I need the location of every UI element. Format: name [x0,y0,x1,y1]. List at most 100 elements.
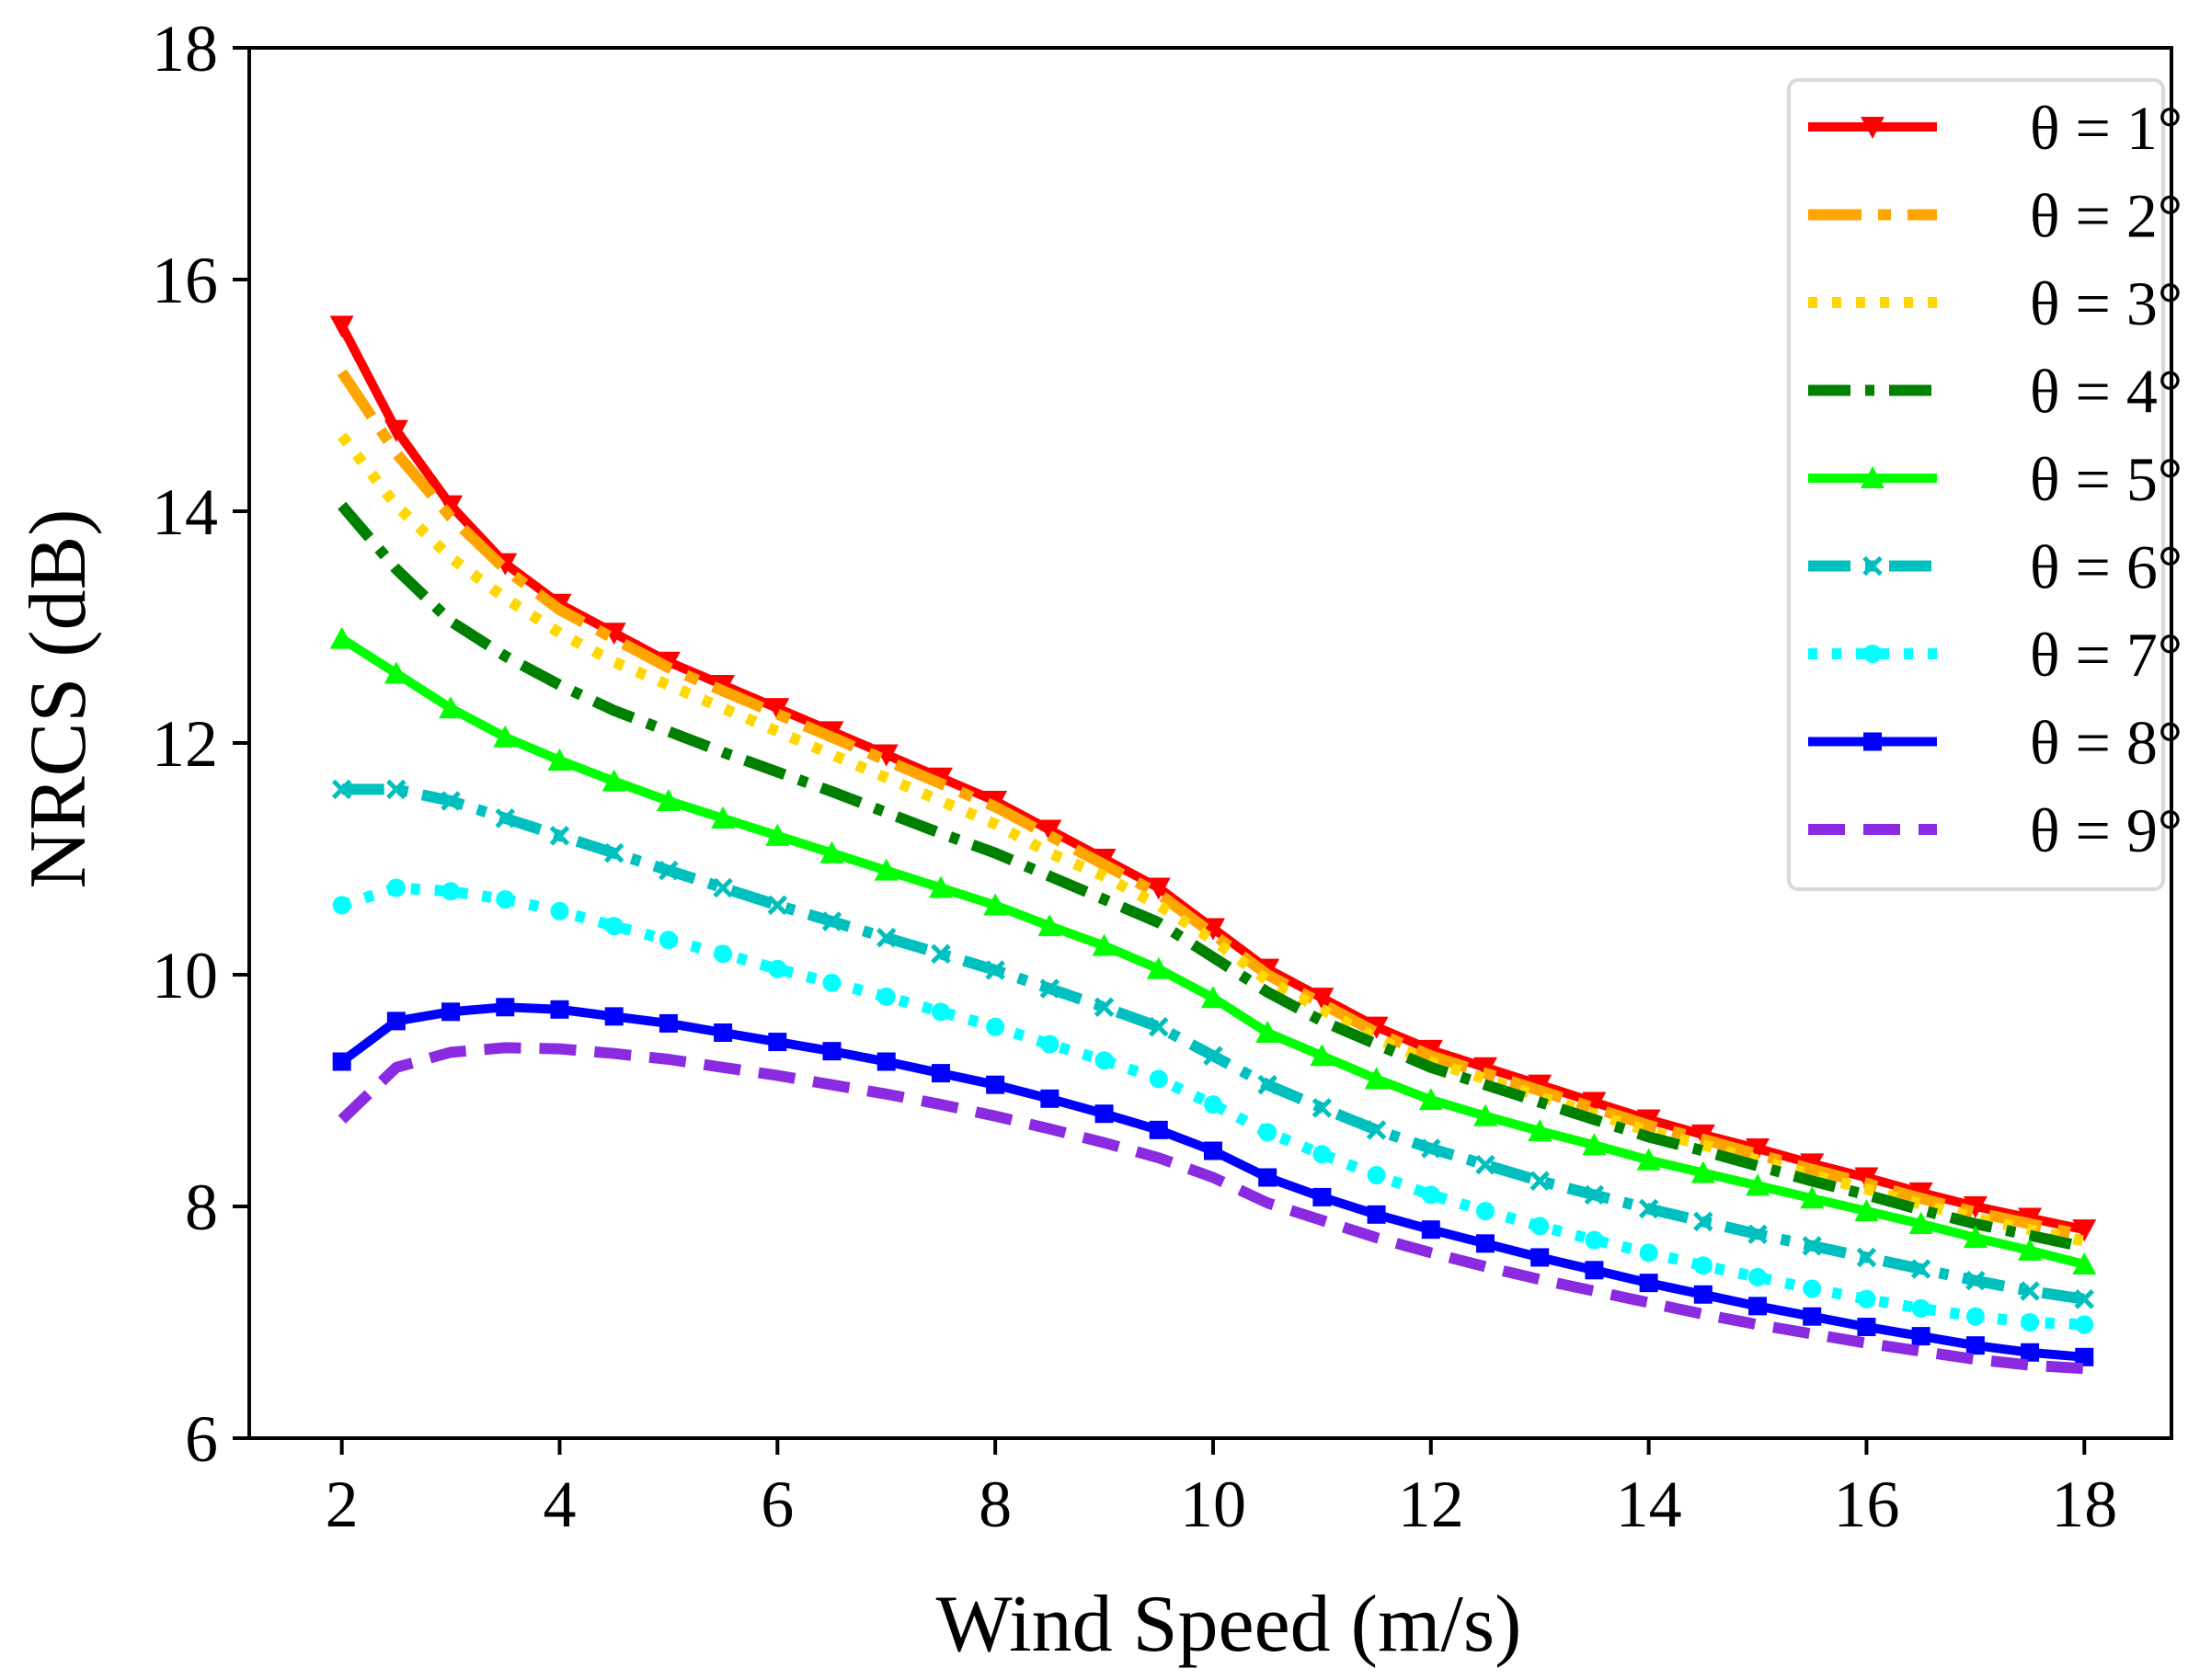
data-point-6-15 [1094,997,1115,1018]
data-point-8-32 [2021,1343,2040,1362]
data-point-7-12 [931,1002,950,1022]
data-point-6-8 [713,877,733,898]
data-point-5-28 [1800,1186,1825,1209]
data-point-5-3 [439,696,464,719]
legend-item-9: θ = 9° [1808,795,2182,865]
legend-item-2: θ = 2° [1808,181,2182,251]
legend-item-8: θ = 8° [1808,708,2182,778]
data-point-5-4 [493,725,518,748]
data-point-7-32 [2021,1313,2040,1331]
data-point-7-20 [1367,1165,1386,1184]
data-point-5-24 [1582,1133,1607,1156]
series-4 [338,501,2086,1252]
series-6 [331,779,2095,1309]
data-point-6-7 [659,860,679,881]
data-point-6-13 [985,960,1005,980]
data-point-7-23 [1530,1217,1550,1236]
data-point-8-4 [496,998,515,1017]
data-point-5-9 [765,823,790,846]
data-point-5-17 [1200,986,1225,1009]
data-point-1-14 [1037,819,1062,842]
data-point-8-13 [986,1075,1005,1094]
data-point-6-22 [1475,1154,1495,1175]
data-point-6-29 [1856,1247,1877,1268]
data-point-6-1 [331,779,352,800]
legend-item-4: θ = 4° [1808,357,2182,427]
data-point-5-5 [547,748,572,771]
y-tick-label-10: 10 [152,939,218,1012]
legend-label-3: θ = 3° [2030,269,2182,338]
data-point-7-21 [1421,1185,1440,1205]
data-point-8-17 [1203,1141,1222,1160]
data-point-6-11 [876,927,897,948]
data-point-1-9 [765,698,790,721]
series-9 [338,1042,2085,1375]
data-point-6-25 [1638,1198,1659,1219]
data-point-7-26 [1693,1256,1713,1275]
data-point-8-8 [714,1023,733,1042]
data-point-5-20 [1364,1067,1389,1090]
data-point-7-4 [496,890,515,909]
data-point-8-26 [1693,1285,1713,1304]
legend-label-6: θ = 6° [2030,532,2182,602]
data-point-6-2 [386,779,407,800]
y-axis-label: NRCS (dB) [14,509,103,888]
y-tick-label-6: 6 [185,1402,218,1476]
y-tick-label-8: 8 [185,1171,218,1244]
data-point-5-31 [1963,1226,1988,1249]
data-point-6-20 [1366,1120,1387,1140]
series-line-4 [338,501,2086,1252]
data-point-8-15 [1094,1104,1114,1124]
data-point-8-27 [1748,1297,1768,1316]
data-point-7-15 [1094,1051,1114,1070]
data-point-5-2 [384,661,408,684]
data-point-1-3 [439,495,464,518]
data-point-8-16 [1149,1120,1168,1139]
data-point-7-6 [604,917,624,936]
data-point-7-24 [1585,1230,1604,1250]
data-point-8-9 [768,1033,787,1052]
legend-label-7: θ = 7° [2030,620,2182,690]
data-point-5-13 [983,893,1008,916]
data-point-7-28 [1803,1279,1822,1298]
y-axis: 6 8 10 12 14 16 18 [152,12,249,1476]
data-point-6-3 [441,791,461,811]
data-point-7-16 [1149,1069,1168,1089]
data-point-5-12 [928,875,953,898]
data-point-6-14 [1039,978,1060,999]
data-point-6-32 [2020,1281,2040,1301]
legend-marker-1 [1861,116,1885,139]
legend-label-1: θ = 1° [2030,93,2182,163]
data-point-1-6 [601,623,626,646]
x-tick-label-12: 12 [1398,1468,1464,1541]
data-point-6-12 [931,943,951,965]
series-2 [337,369,2086,1241]
data-point-8-28 [1803,1307,1822,1326]
legend-item-7: θ = 7° [1808,620,2182,690]
data-point-7-13 [986,1017,1005,1036]
legend-label-8: θ = 8° [2030,708,2182,778]
data-point-6-4 [495,808,516,829]
legend-item-6: θ = 6° [1808,532,2182,602]
data-point-6-17 [1203,1046,1223,1066]
data-point-6-28 [1802,1236,1823,1256]
data-point-7-19 [1312,1145,1332,1164]
legend-label-2: θ = 2° [2030,181,2182,251]
data-point-6-24 [1584,1184,1605,1206]
data-point-8-14 [1040,1089,1060,1108]
series-layer [329,315,2097,1375]
legend-label-5: θ = 5° [2030,444,2182,514]
data-point-6-5 [549,826,570,846]
data-point-1-24 [1582,1091,1607,1114]
data-point-5-27 [1746,1173,1770,1196]
data-point-8-11 [876,1052,896,1071]
legend-marker-6 [1862,555,1883,577]
data-point-8-30 [1911,1327,1930,1346]
data-point-5-1 [329,626,354,649]
data-point-6-21 [1421,1138,1441,1159]
legend-label-9: θ = 9° [2030,795,2182,865]
data-point-1-27 [1746,1137,1770,1160]
y-tick-label-16: 16 [152,244,218,317]
series-8 [332,998,2094,1366]
